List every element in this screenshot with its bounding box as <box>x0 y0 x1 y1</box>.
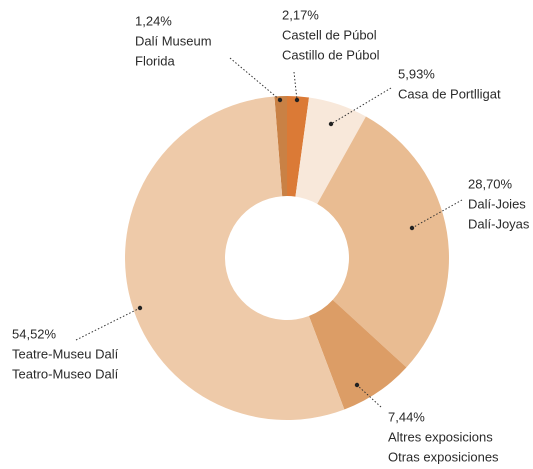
donut-slice <box>295 97 366 204</box>
category-label: Dalí-Joies <box>468 196 526 211</box>
category-label: Teatro-Museo Dalí <box>12 366 119 381</box>
value-label: 5,93% <box>398 66 435 81</box>
value-label: 2,17% <box>282 7 319 22</box>
category-label: Castillo de Púbol <box>282 47 380 62</box>
category-label: Dalí-Joyas <box>468 216 530 231</box>
category-label: Altres exposicions <box>388 429 493 444</box>
category-label: Teatre-Museu Dalí <box>12 346 119 361</box>
leader-dot <box>354 382 360 388</box>
leader-dot <box>277 97 283 103</box>
category-label: Dalí Museum <box>135 33 212 48</box>
donut-slice <box>124 96 345 420</box>
category-label: Castell de Púbol <box>282 27 377 42</box>
value-label: 54,52% <box>12 326 57 341</box>
category-label: Florida <box>135 53 176 68</box>
value-label: 1,24% <box>135 13 172 28</box>
donut-slice <box>287 96 310 197</box>
category-label: Otras exposiciones <box>388 449 499 464</box>
leader-dot <box>328 121 334 127</box>
leader-line <box>75 307 141 341</box>
leader-dot <box>294 97 300 103</box>
donut-slice <box>317 116 449 368</box>
donut-slice <box>274 96 287 197</box>
leader-line <box>411 199 463 229</box>
donut-slice <box>308 299 407 410</box>
leader-line <box>229 57 281 101</box>
value-label: 28,70% <box>468 176 513 191</box>
value-label: 7,44% <box>388 409 425 424</box>
leader-dot <box>409 225 415 231</box>
category-label: Casa de Portlligat <box>398 86 501 101</box>
leader-line <box>330 87 392 125</box>
leader-dot <box>137 305 143 311</box>
leader-line <box>293 71 298 101</box>
